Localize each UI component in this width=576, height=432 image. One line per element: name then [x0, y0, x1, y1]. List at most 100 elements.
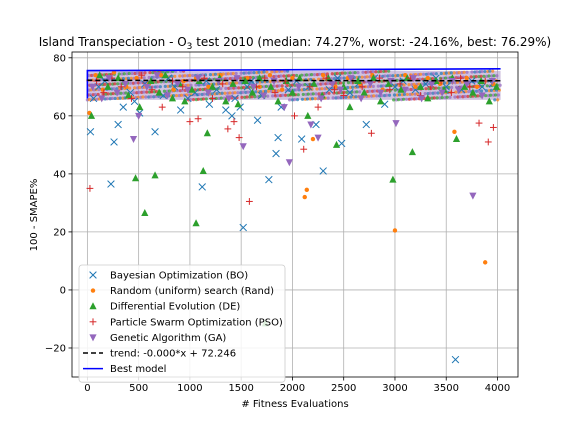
- data-point-differential-evolution-de: [229, 79, 237, 87]
- dense-point: [111, 91, 115, 96]
- legend-marker: [89, 302, 97, 310]
- dense-point: [108, 82, 112, 86]
- data-point-particle-swarm-optimization-pso: [396, 80, 404, 88]
- data-point-differential-evolution-de: [151, 171, 159, 179]
- data-point-differential-evolution-de: [147, 77, 155, 85]
- marker-triangle: [387, 78, 395, 86]
- data-point-particle-swarm-optimization-pso: [230, 118, 238, 126]
- data-point-differential-evolution-de: [168, 94, 177, 102]
- dense-point: [479, 89, 484, 93]
- marker-triangle: [285, 159, 293, 167]
- data-point-random-uniform-search-rand: [320, 73, 326, 78]
- dense-point: [312, 72, 317, 77]
- dense-point: [259, 89, 263, 94]
- legend-label: Best model: [110, 364, 166, 375]
- dense-point: [214, 96, 218, 101]
- dense-point: [96, 92, 100, 97]
- marker-triangle: [225, 95, 233, 103]
- marker-triangle: [347, 75, 355, 83]
- data-point-differential-evolution-de: [485, 97, 493, 105]
- data-point-genetic-algorithm-ga: [317, 95, 325, 103]
- dense-point: [127, 71, 131, 76]
- data-point-particle-swarm-optimization-pso: [300, 145, 308, 153]
- dense-point: [315, 87, 319, 91]
- dense-point: [326, 81, 330, 86]
- dense-point: [255, 80, 259, 84]
- data-point-random-uniform-search-rand: [333, 84, 338, 90]
- dense-point: [320, 87, 324, 91]
- dense-point: [186, 83, 190, 87]
- marker-triangle: [87, 111, 96, 119]
- dense-point: [415, 92, 419, 96]
- data-point-differential-evolution-de: [195, 77, 203, 85]
- dense-point: [143, 71, 147, 75]
- data-point-bayesian-optimization-bo: [272, 149, 280, 158]
- dense-point: [296, 93, 300, 97]
- marker-triangle: [104, 82, 112, 90]
- dense-point: [407, 83, 411, 87]
- marker-triangle: [233, 75, 241, 83]
- dense-point: [387, 93, 392, 97]
- dense-point: [493, 93, 498, 97]
- dense-point: [457, 70, 461, 75]
- data-point-differential-evolution-de: [408, 148, 416, 156]
- dense-point: [458, 95, 462, 99]
- data-point-bayesian-optimization-bo: [110, 138, 118, 146]
- marker-stroke: [421, 80, 430, 88]
- y-tick-label: 0: [60, 285, 66, 296]
- dense-point: [383, 74, 387, 78]
- dense-point: [384, 69, 388, 73]
- marker-stroke: [89, 94, 98, 103]
- dense-point: [280, 84, 284, 88]
- dense-point: [488, 69, 492, 73]
- dense-point: [437, 86, 441, 90]
- data-point-random-uniform-search-rand: [474, 84, 480, 90]
- data-point-differential-evolution-de: [87, 111, 96, 119]
- data-point-differential-evolution-de: [203, 129, 211, 137]
- data-point-differential-evolution-de: [114, 74, 122, 82]
- data-point-differential-evolution-de: [346, 103, 354, 111]
- data-point-genetic-algorithm-ga: [249, 83, 258, 91]
- dense-point: [452, 71, 456, 75]
- dense-point: [87, 97, 92, 102]
- dense-point: [313, 97, 317, 101]
- data-point-random-uniform-search-rand: [482, 260, 488, 265]
- dense-point: [282, 74, 286, 78]
- dense-point: [266, 94, 270, 98]
- x-tick-label: 500: [129, 383, 148, 394]
- marker-triangle: [204, 89, 212, 97]
- data-point-bayesian-optimization-bo: [205, 100, 214, 108]
- dense-point: [366, 70, 370, 74]
- dense-point: [432, 96, 436, 100]
- dense-point: [222, 96, 226, 100]
- marker-stroke: [362, 120, 371, 129]
- marker-triangle: [469, 88, 477, 96]
- data-point-bayesian-optimization-bo: [319, 167, 327, 175]
- marker-stroke: [284, 85, 293, 94]
- dense-point: [113, 82, 117, 86]
- dense-point: [351, 85, 355, 89]
- data-point-genetic-algorithm-ga: [377, 89, 385, 97]
- marker-triangle: [143, 83, 151, 91]
- dense-point: [346, 81, 351, 85]
- dense-point: [353, 70, 357, 75]
- dense-point: [445, 95, 449, 99]
- data-point-particle-swarm-optimization-pso: [128, 95, 135, 102]
- dense-point: [479, 74, 483, 78]
- data-point-genetic-algorithm-ga: [428, 80, 436, 88]
- marker-triangle: [114, 74, 122, 82]
- dense-point: [496, 93, 501, 97]
- dense-point: [254, 90, 258, 94]
- dense-point: [229, 86, 233, 90]
- dense-point: [440, 95, 444, 100]
- dense-point: [219, 96, 223, 100]
- data-point-differential-evolution-de: [296, 74, 304, 82]
- data-point-particle-swarm-optimization-pso: [314, 103, 322, 111]
- dense-point: [493, 98, 497, 102]
- y-tick-label: 20: [53, 227, 66, 238]
- dense-point: [396, 73, 400, 78]
- marker-triangle: [141, 209, 149, 217]
- dense-point: [270, 70, 274, 74]
- data-point-random-uniform-search-rand: [171, 87, 176, 92]
- dense-point: [346, 85, 350, 90]
